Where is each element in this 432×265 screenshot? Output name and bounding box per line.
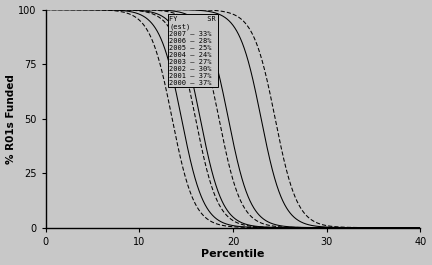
Y-axis label: % R01s Funded: % R01s Funded (6, 74, 16, 164)
X-axis label: Percentile: Percentile (201, 249, 265, 259)
Text: FY       SR
(est)
2007 — 33%
2006 — 28%
2005 — 25%
2004 — 24%
2003 — 27%
2002 — : FY SR (est) 2007 — 33% 2006 — 28% 2005 —… (169, 16, 216, 86)
